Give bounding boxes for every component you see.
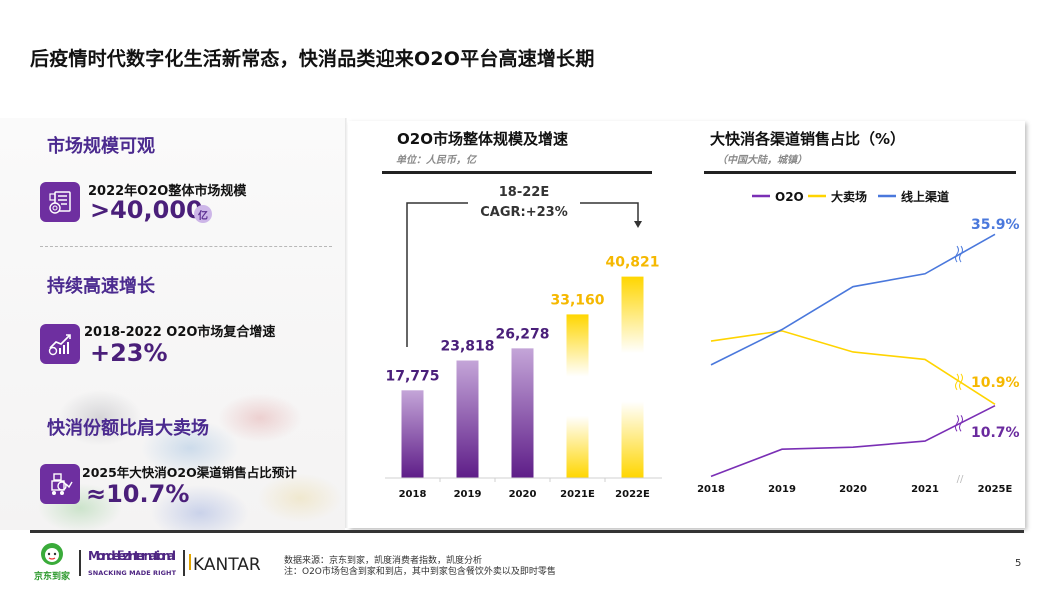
line-chart-title: 大快消各渠道销售占比（%） [710, 130, 906, 148]
bar-x-tick-label: 2022E [615, 489, 650, 500]
end-value-label: 10.7% [971, 425, 1020, 441]
axis-break-mark [955, 245, 963, 263]
bar-x-tick-label: 2019 [454, 489, 482, 500]
mondelez-tagline: SNACKING MADE RIGHT [88, 569, 177, 577]
kpi-label-market-size: 2022年O2O整体市场规模 [88, 184, 247, 199]
bar-chart-subtitle: 单位：人民币，亿 [396, 155, 476, 166]
bar-value-label: 23,818 [440, 338, 494, 354]
legend-label: O2O [775, 190, 804, 204]
growth-chart-icon [40, 324, 80, 364]
axis-break-mark [955, 415, 963, 432]
line-x-tick-label: 2025E [978, 484, 1013, 495]
footnote-source: 数据来源：京东到家，凯度消费者指数，凯度分析 [284, 556, 483, 566]
cagr-bracket-left [406, 202, 468, 347]
section-divider [40, 246, 332, 247]
line-chart: O2O 大卖场 线上渠道 10.7% 10.9% 35.9% 2018 2019 2020 2… [697, 189, 1020, 495]
bar-chart-rule [382, 171, 652, 174]
line-x-tick-label: 2020 [839, 484, 867, 495]
bar-x-tick-label: 2018 [399, 489, 427, 500]
kpi-label-cagr: 2018-2022 O2O市场复合增速 [84, 325, 276, 340]
legend-label: 大卖场 [831, 189, 867, 204]
bar-value-label: 40,821 [605, 255, 659, 271]
line-x-tick-label: 2018 [697, 484, 725, 495]
bar-chart: 18-22E CAGR:+23% 17,775 2018 23,818 2019 26,… [385, 185, 662, 500]
end-value-label: 10.9% [971, 375, 1020, 391]
kpi-value-share-forecast: ≈10.7% [86, 480, 190, 508]
footnote: 数据来源：京东到家，凯度消费者指数，凯度分析 注：O2O市场包含到家和到店，其中… [284, 556, 556, 578]
delivery-robot-icon [40, 464, 80, 504]
footnote-note: 注：O2O市场包含到家和到店，其中到家包含餐饮外卖以及即时零售 [284, 567, 556, 577]
bar-chart-title: O2O市场整体规模及增速 [397, 130, 568, 148]
panel-divider [345, 118, 347, 528]
line-chart-subtitle: （中国大陆，城镇） [717, 155, 807, 166]
bar-2018 [401, 390, 424, 478]
line-x-tick-label: 2021 [911, 484, 939, 495]
bar-value-label: 17,775 [385, 368, 439, 384]
legend-label: 线上渠道 [901, 189, 949, 204]
section-title-growth: 持续高速增长 [47, 276, 155, 297]
mondelez-logo: Mondelēz International SNACKING MADE RIG… [88, 549, 177, 577]
line-chart-rule [704, 171, 1016, 174]
page-title: 后疫情时代数字化生活新常态，快消品类迎来O2O平台高速增长期 [30, 48, 595, 70]
kpi-value-cagr: +23% [90, 339, 168, 367]
x-axis-break-label: // [957, 474, 964, 485]
section-title-share: 快消份额比肩大卖场 [47, 418, 209, 439]
cagr-annotation-line1: 18-22E [499, 185, 549, 200]
bar-value-label: 33,160 [550, 292, 604, 308]
line-series-1 [710, 330, 996, 405]
axis-break-mark [955, 373, 963, 391]
bar-2021E [566, 314, 589, 478]
unit-badge: 亿 [194, 205, 212, 223]
cagr-annotation-line2: CAGR:+23% [480, 205, 568, 220]
end-value-label: 35.9% [971, 217, 1020, 233]
kpi-value-market-size: >40,000 [90, 196, 203, 224]
jddj-logo: 京东到家 [34, 543, 71, 582]
bar-x-tick-label: 2020 [509, 489, 537, 500]
mondelez-logo-text: Mondelēz International [88, 549, 176, 563]
cagr-arrow-head [634, 221, 642, 228]
page-number: 5 [1015, 558, 1022, 569]
kantar-logo: KANTAR [189, 554, 261, 575]
section-title-market-size: 市场规模可观 [47, 136, 155, 157]
footer-rule [30, 530, 1024, 533]
cagr-bracket-right [580, 202, 639, 223]
partner-logos: 京东到家 Mondelēz International SNACKING MAD… [30, 540, 270, 586]
line-x-tick-label: 2019 [768, 484, 796, 495]
bar-value-label: 26,278 [495, 326, 549, 342]
bar-2020 [511, 348, 534, 478]
bar-x-tick-label: 2021E [560, 489, 595, 500]
bar-2022E [621, 276, 644, 478]
bar-2019 [456, 360, 479, 478]
kantar-logo-text: KANTAR [193, 555, 261, 575]
report-document-icon [40, 182, 80, 222]
jddj-logo-text: 京东到家 [34, 570, 71, 582]
kpi-label-share-forecast: 2025年大快消O2O渠道销售占比预计 [82, 465, 297, 480]
line-series-2 [710, 233, 996, 366]
line-series-0 [710, 404, 996, 478]
